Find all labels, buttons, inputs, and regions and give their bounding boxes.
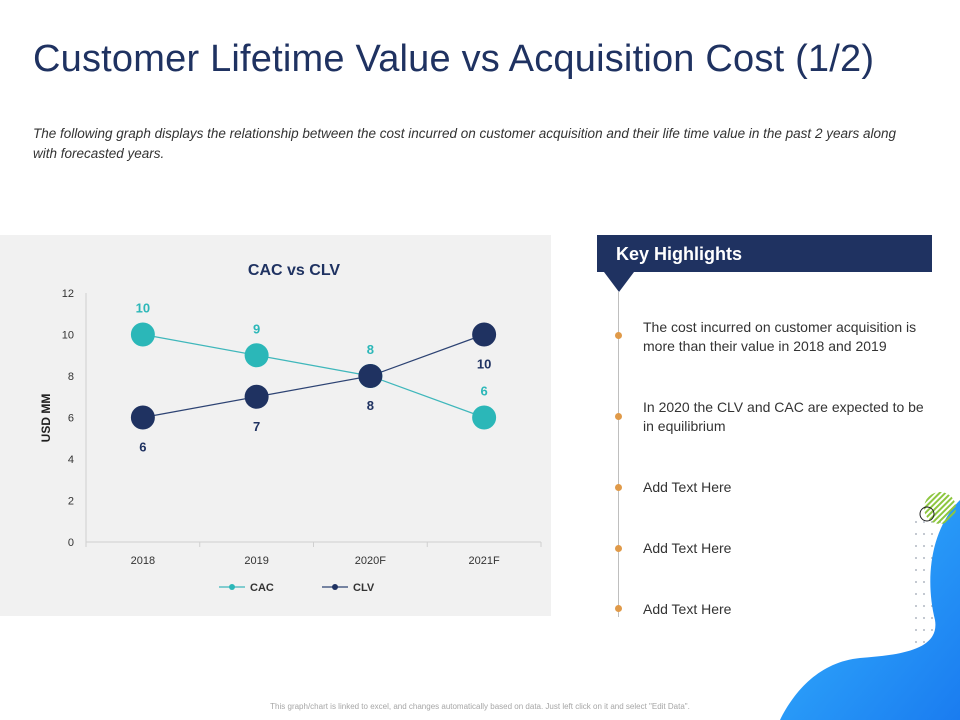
x-tick-label: 2018: [131, 555, 155, 567]
grid-dot-decoration: [931, 593, 933, 595]
cac-data-label: 10: [136, 301, 150, 316]
grid-dot-decoration: [915, 569, 917, 571]
grid-dot-decoration: [939, 545, 941, 547]
outline-circle-decoration: [919, 506, 935, 522]
highlight-item: Add Text Here: [643, 540, 732, 556]
grid-dot-decoration: [915, 533, 917, 535]
y-tick-label: 0: [68, 537, 74, 549]
cac-data-label: 9: [253, 321, 260, 336]
grid-dot-decoration: [931, 569, 933, 571]
clv-data-point: [244, 384, 269, 409]
grid-dot-decoration: [939, 605, 941, 607]
grid-dot-decoration: [939, 641, 941, 643]
grid-dot-decoration: [923, 629, 925, 631]
grid-dot-decoration: [939, 557, 941, 559]
clv-data-point: [358, 364, 383, 388]
cac-series-line: [142, 333, 485, 419]
series-layer: 10 9 8 6 6 7 8 10: [130, 301, 497, 455]
x-tick-label: 2019: [244, 555, 268, 567]
y-tick-label: 8: [68, 371, 74, 383]
timeline-dot-icon: [615, 413, 622, 420]
timeline-dot-icon: [615, 605, 622, 612]
grid-dot-decoration: [931, 533, 933, 535]
grid-dot-decoration: [915, 581, 917, 583]
grid-dot-decoration: [915, 593, 917, 595]
grid-dot-decoration: [915, 653, 917, 655]
grid-dot-decoration: [939, 593, 941, 595]
key-highlights-heading: Key Highlights: [616, 244, 743, 264]
grid-dot-decoration: [923, 641, 925, 643]
y-tick-label: 4: [68, 454, 74, 466]
chart-legend: CAC CLV: [219, 582, 375, 594]
y-tick-label: 12: [62, 288, 74, 300]
clv-data-label: 10: [477, 357, 491, 372]
y-axis-label: USD MM: [39, 394, 53, 443]
grid-dot-decoration: [931, 641, 933, 643]
timeline-dot-icon: [615, 332, 622, 339]
y-tick-label: 10: [62, 330, 74, 342]
grid-dot-decoration: [915, 629, 917, 631]
timeline-dot-icon: [615, 484, 622, 491]
clv-data-label: 8: [367, 398, 374, 413]
x-tick-label: 2020F: [355, 555, 386, 567]
timeline-dot-icon: [615, 545, 622, 552]
grid-dot-decoration: [923, 593, 925, 595]
x-tick-label: 2021F: [469, 555, 500, 567]
cac-legend-label: CAC: [250, 582, 274, 594]
y-tick-label: 2: [68, 496, 74, 508]
cac-clv-chart: CAC vs CLV USD MM 0 2 4 6 8 10 12 2018 2019 2020…: [39, 262, 542, 594]
grid-dot-decoration: [915, 641, 917, 643]
chart-title: CAC vs CLV: [248, 262, 340, 279]
footnote: This graph/chart is linked to excel, and…: [270, 702, 690, 711]
grid-dot-decoration: [939, 617, 941, 619]
key-highlights-banner: Key Highlights: [597, 235, 932, 272]
grid-dot-decoration: [939, 653, 941, 655]
x-axis: 2018 2019 2020F 2021F: [85, 541, 542, 567]
highlight-item: In 2020 the CLV and CAC are expected to …: [643, 399, 924, 434]
page-title: Customer Lifetime Value vs Acquisition C…: [33, 38, 875, 80]
highlight-item: Add Text Here: [643, 479, 732, 495]
cac-legend-marker: [229, 584, 235, 590]
clv-series-line: [142, 333, 485, 419]
clv-data-label: 6: [139, 440, 146, 455]
cac-data-point: [244, 343, 269, 368]
grid-dot-decoration: [923, 533, 925, 535]
grid-dot-decoration: [923, 569, 925, 571]
timeline-line: [618, 292, 619, 617]
grid-dot-decoration: [915, 521, 917, 523]
grid-dot-decoration: [923, 653, 925, 655]
highlight-item: The cost incurred on customer acquisitio…: [643, 319, 917, 354]
grid-dot-decoration: [923, 521, 925, 523]
y-tick-label: 6: [68, 413, 74, 425]
highlight-item: Add Text Here: [643, 601, 732, 617]
grid-dot-decoration: [939, 629, 941, 631]
chart-panel: CAC vs CLV USD MM 0 2 4 6 8 10 12 2018 2019 2020…: [0, 235, 551, 616]
banner-pointer-icon: [604, 272, 634, 292]
grid-dot-decoration: [931, 521, 933, 523]
cac-data-point: [130, 322, 155, 347]
clv-data-point: [472, 322, 497, 347]
clv-legend-marker: [332, 584, 338, 590]
page-subtitle: The following graph displays the relatio…: [33, 126, 896, 161]
clv-data-label: 7: [253, 419, 260, 434]
clv-data-point: [130, 405, 155, 430]
grid-dot-decoration: [931, 629, 933, 631]
grid-dot-decoration: [931, 581, 933, 583]
cac-data-label: 8: [367, 342, 374, 357]
grid-dot-decoration: [939, 581, 941, 583]
grid-dot-decoration: [939, 533, 941, 535]
grid-dot-decoration: [931, 653, 933, 655]
cac-data-label: 6: [481, 384, 488, 399]
grid-dot-decoration: [939, 569, 941, 571]
clv-legend-label: CLV: [353, 582, 375, 594]
grid-dot-decoration: [939, 521, 941, 523]
y-axis: 0 2 4 6 8 10 12: [62, 288, 87, 549]
grid-dot-decoration: [923, 581, 925, 583]
cac-data-point: [472, 405, 497, 430]
